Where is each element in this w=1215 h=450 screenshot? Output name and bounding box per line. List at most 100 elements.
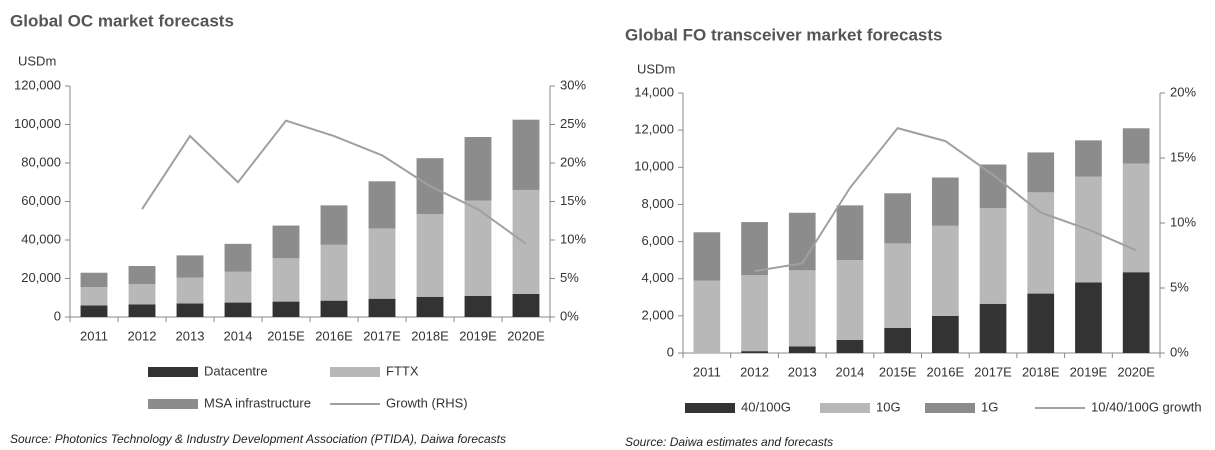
bar-segment bbox=[884, 243, 912, 328]
x-tick-label: 2018E bbox=[411, 328, 449, 343]
bar-segment bbox=[693, 280, 721, 353]
bar-segment bbox=[80, 287, 108, 306]
legend-swatch bbox=[330, 367, 380, 377]
y-tick-label: 20,000 bbox=[21, 270, 61, 285]
y-tick-label: 4,000 bbox=[641, 270, 674, 285]
y2-tick-label: 0% bbox=[560, 308, 579, 323]
y-tick-label: 10,000 bbox=[634, 159, 674, 174]
bar-segment bbox=[80, 272, 108, 288]
bar-segment bbox=[788, 212, 816, 271]
x-tick-label: 2014 bbox=[224, 328, 253, 343]
x-tick-label: 2020E bbox=[1117, 364, 1155, 379]
x-tick-label: 2020E bbox=[507, 328, 545, 343]
bar-segment bbox=[512, 119, 540, 190]
x-tick-label: 2019E bbox=[1070, 364, 1108, 379]
bar-segment bbox=[1122, 128, 1150, 164]
bar-segment bbox=[931, 315, 959, 353]
bar-segment bbox=[272, 225, 300, 259]
source-note: Source: Photonics Technology & Industry … bbox=[10, 432, 506, 446]
y2-tick-label: 5% bbox=[560, 270, 579, 285]
bar-segment bbox=[416, 296, 444, 317]
bar-segment bbox=[224, 271, 252, 303]
legend-label: 40/100G bbox=[741, 399, 791, 414]
bar-segment bbox=[368, 298, 396, 317]
y2-tick-label: 25% bbox=[560, 116, 586, 131]
y-tick-label: 0 bbox=[54, 308, 61, 323]
bar-segment bbox=[464, 137, 492, 201]
y-tick-label: 80,000 bbox=[21, 154, 61, 169]
y-tick-label: 6,000 bbox=[641, 233, 674, 248]
bar-segment bbox=[1122, 272, 1150, 353]
bar-segment bbox=[788, 346, 816, 353]
bar-segment bbox=[1027, 152, 1055, 193]
bar-segment bbox=[80, 305, 108, 317]
y2-tick-label: 20% bbox=[560, 154, 586, 169]
y2-tick-label: 0% bbox=[1170, 344, 1189, 359]
bar-segment bbox=[128, 265, 156, 285]
x-tick-label: 2017E bbox=[974, 364, 1012, 379]
legend-swatch bbox=[148, 399, 198, 409]
y2-tick-label: 5% bbox=[1170, 279, 1189, 294]
bar-segment bbox=[979, 208, 1007, 304]
x-tick-label: 2016E bbox=[315, 328, 353, 343]
x-tick-label: 2012 bbox=[128, 328, 157, 343]
bar-segment bbox=[416, 214, 444, 297]
y-tick-label: 2,000 bbox=[641, 307, 674, 322]
bar-segment bbox=[836, 340, 864, 353]
bar-segment bbox=[836, 260, 864, 340]
bar-segment bbox=[1027, 293, 1055, 353]
y-tick-label: 120,000 bbox=[14, 77, 61, 92]
legend-swatch bbox=[685, 403, 735, 413]
legend-label: Growth (RHS) bbox=[386, 395, 468, 410]
y-tick-label: 12,000 bbox=[634, 122, 674, 137]
x-tick-label: 2012 bbox=[740, 364, 769, 379]
bar-segment bbox=[320, 300, 348, 317]
chart-title: Global OC market forecasts bbox=[10, 11, 234, 30]
bar-segment bbox=[176, 255, 204, 278]
bar-segment bbox=[1027, 192, 1055, 294]
bar-segment bbox=[1075, 282, 1102, 353]
bar-segment bbox=[320, 244, 348, 301]
x-tick-label: 2011 bbox=[80, 328, 108, 343]
bar-segment bbox=[1075, 140, 1102, 177]
y2-tick-label: 20% bbox=[1170, 84, 1196, 99]
bar-segment bbox=[368, 228, 396, 299]
legend-label: 1G bbox=[981, 399, 998, 414]
y2-tick-label: 10% bbox=[1170, 214, 1196, 229]
bar-segment bbox=[224, 243, 252, 272]
bar-segment bbox=[128, 304, 156, 317]
x-tick-label: 2014 bbox=[835, 364, 864, 379]
bar-segment bbox=[512, 189, 540, 294]
x-tick-label: 2015E bbox=[267, 328, 305, 343]
y-axis-unit: USDm bbox=[637, 61, 675, 76]
bar-segment bbox=[464, 295, 492, 317]
legend-label: 10/40/100G growth bbox=[1091, 399, 1202, 414]
x-tick-label: 2016E bbox=[927, 364, 965, 379]
legend-swatch bbox=[925, 403, 975, 413]
x-tick-label: 2015E bbox=[879, 364, 917, 379]
y2-tick-label: 15% bbox=[1170, 149, 1196, 164]
bar-segment bbox=[272, 258, 300, 302]
bar-segment bbox=[224, 302, 252, 317]
y-tick-label: 8,000 bbox=[641, 196, 674, 211]
bar-segment bbox=[693, 232, 721, 281]
x-tick-label: 2013 bbox=[788, 364, 817, 379]
y-tick-label: 60,000 bbox=[21, 193, 61, 208]
bar-segment bbox=[788, 270, 816, 347]
bar-segment bbox=[176, 303, 204, 317]
legend-label: Datacentre bbox=[204, 363, 268, 378]
legend-swatch bbox=[148, 367, 198, 377]
x-tick-label: 2013 bbox=[176, 328, 205, 343]
y-tick-label: 14,000 bbox=[634, 84, 674, 99]
bar-segment bbox=[320, 205, 348, 245]
legend-label: MSA infrastructure bbox=[204, 395, 311, 410]
legend-label: 10G bbox=[876, 399, 901, 414]
bar-segment bbox=[741, 222, 768, 275]
x-tick-label: 2017E bbox=[363, 328, 401, 343]
y-tick-label: 0 bbox=[667, 344, 674, 359]
bar-segment bbox=[884, 193, 912, 244]
legend-swatch bbox=[820, 403, 870, 413]
x-tick-label: 2019E bbox=[459, 328, 497, 343]
y2-tick-label: 10% bbox=[560, 231, 586, 246]
